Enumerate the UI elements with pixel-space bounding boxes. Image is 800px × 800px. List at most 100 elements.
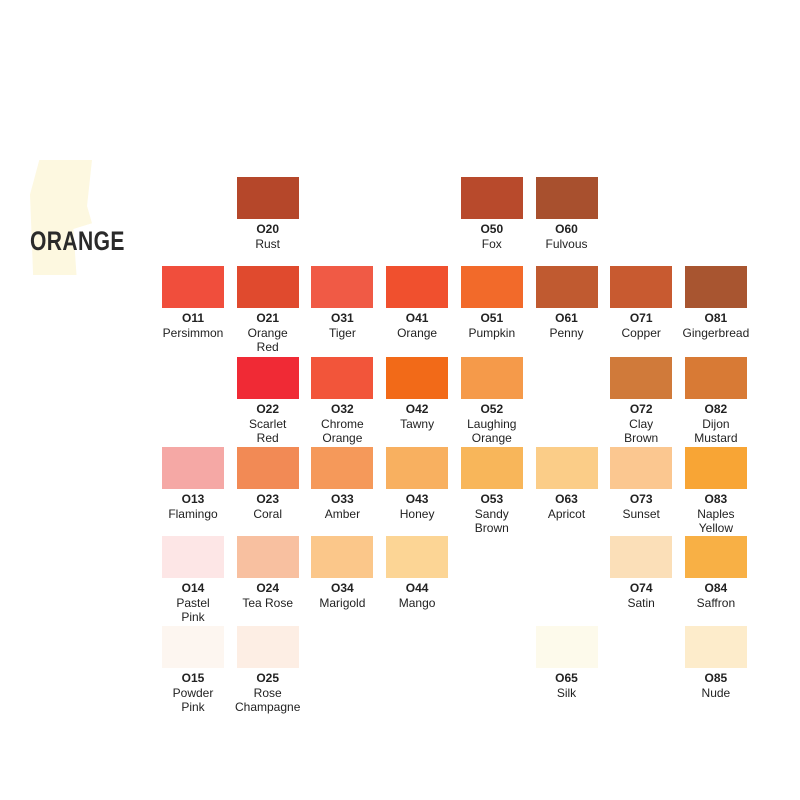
swatch-label: O60 Fulvous [522, 222, 612, 251]
swatch-code: O63 [555, 492, 578, 506]
color-swatch [535, 266, 598, 308]
swatch-code: O84 [704, 581, 728, 595]
color-swatch [610, 357, 673, 399]
swatch-label: O14 Pastel Pink [148, 581, 238, 625]
swatch-name: Mustard [694, 431, 738, 445]
swatch-name: Pink [181, 610, 205, 624]
swatch-name: Orange [397, 325, 438, 340]
swatch-label: O24 Tea Rose [223, 581, 313, 610]
swatch-code: O74 [629, 581, 653, 595]
swatch-name: Brown [474, 521, 509, 535]
swatch-code: O50 [480, 222, 504, 236]
swatch-name: Sandy [474, 506, 509, 521]
swatch-name: Red [256, 340, 279, 354]
swatch-code: O71 [629, 311, 653, 325]
swatch-name: Coral [253, 506, 283, 521]
swatch-code: O41 [405, 311, 429, 325]
swatch-name: Naples [697, 506, 735, 521]
swatch-name: Orange [322, 431, 363, 445]
swatch-code: O82 [704, 402, 728, 416]
swatch-name: Fox [481, 236, 502, 251]
swatch-code: O72 [629, 402, 653, 416]
swatch-code: O42 [405, 402, 429, 416]
swatch-name: Silk [556, 685, 577, 700]
swatch-name: Honey [399, 506, 435, 521]
swatch-name: Fulvous [545, 236, 588, 251]
color-swatch [684, 626, 747, 668]
color-swatch [162, 447, 224, 489]
swatch-code: O31 [331, 311, 354, 325]
swatch-name: Chrome [321, 416, 364, 431]
color-swatch [311, 536, 374, 578]
swatch-name: Orange [247, 325, 288, 340]
swatch-name: Yellow [698, 521, 734, 535]
swatch-name: Flamingo [168, 506, 218, 521]
swatch-code: O61 [555, 311, 578, 325]
color-swatch [535, 447, 598, 489]
swatch-label: O11 Persimmon [148, 311, 238, 340]
color-swatch [460, 177, 523, 219]
color-swatch [460, 447, 523, 489]
swatch-name: Nude [701, 685, 731, 700]
swatch-label: O41 Orange [372, 311, 462, 340]
swatch-label: O50 Fox [447, 222, 537, 251]
color-swatch [460, 266, 523, 308]
swatch-label: O74 Satin [596, 581, 686, 610]
swatch-name: Brown [624, 431, 659, 445]
color-swatch [610, 447, 673, 489]
swatch-label: O73 Sunset [596, 492, 686, 521]
swatch-label: O71 Copper [596, 311, 686, 340]
swatch-name: Laughing [467, 416, 517, 431]
swatch-name: Copper [621, 325, 661, 340]
swatch-label: O61 Penny [522, 311, 612, 340]
swatch-code: O60 [555, 222, 578, 236]
swatch-name: Powder [172, 685, 214, 700]
swatch-label: O82 Dijon Mustard [671, 402, 761, 446]
swatch-code: O85 [704, 671, 728, 685]
swatch-code: O33 [331, 492, 354, 506]
swatch-label: O23 Coral [223, 492, 313, 521]
swatch-label: O84 Saffron [671, 581, 761, 610]
color-swatch [684, 536, 747, 578]
color-swatch [311, 266, 374, 308]
swatch-name: Gingerbread [682, 325, 750, 340]
swatch-name: Tea Rose [242, 595, 294, 610]
color-swatch [236, 447, 299, 489]
swatch-name: Orange [471, 431, 512, 445]
color-swatch [236, 177, 299, 219]
color-swatch [311, 357, 374, 399]
swatch-name: Apricot [547, 506, 586, 521]
swatch-label: O13 Flamingo [148, 492, 238, 521]
color-swatch [386, 266, 449, 308]
swatch-label: O83 Naples Yellow [671, 492, 761, 536]
swatch-code: O14 [181, 581, 205, 595]
swatch-code: O11 [181, 311, 205, 325]
swatch-name: Amber [324, 506, 361, 521]
swatch-label: O51 Pumpkin [447, 311, 537, 340]
swatch-name: Mango [398, 595, 436, 610]
swatch-name: Rose [253, 685, 282, 700]
swatch-name: Pink [181, 700, 205, 714]
header-accent [30, 160, 92, 275]
swatch-code: O25 [256, 671, 280, 685]
swatch-label: O33 Amber [297, 492, 387, 521]
swatch-code: O13 [181, 492, 205, 506]
swatch-name: Scarlet [249, 416, 287, 431]
swatch-label: O72 Clay Brown [596, 402, 686, 446]
swatch-code: O32 [331, 402, 354, 416]
swatch-code: O83 [704, 492, 728, 506]
color-swatch [386, 357, 449, 399]
color-swatch [162, 536, 224, 578]
color-swatch [684, 266, 747, 308]
swatch-label: O32 Chrome Orange [297, 402, 387, 446]
color-swatch [460, 357, 523, 399]
swatch-label: O34 Marigold [297, 581, 387, 610]
color-swatch [386, 447, 449, 489]
swatch-label: O43 Honey [372, 492, 462, 521]
color-swatch [236, 357, 299, 399]
swatch-label: O53 Sandy Brown [447, 492, 537, 536]
swatch-name: Champagne [234, 700, 301, 714]
swatch-code: O24 [256, 581, 280, 595]
swatch-code: O81 [704, 311, 728, 325]
swatch-label: O81 Gingerbread [671, 311, 761, 340]
